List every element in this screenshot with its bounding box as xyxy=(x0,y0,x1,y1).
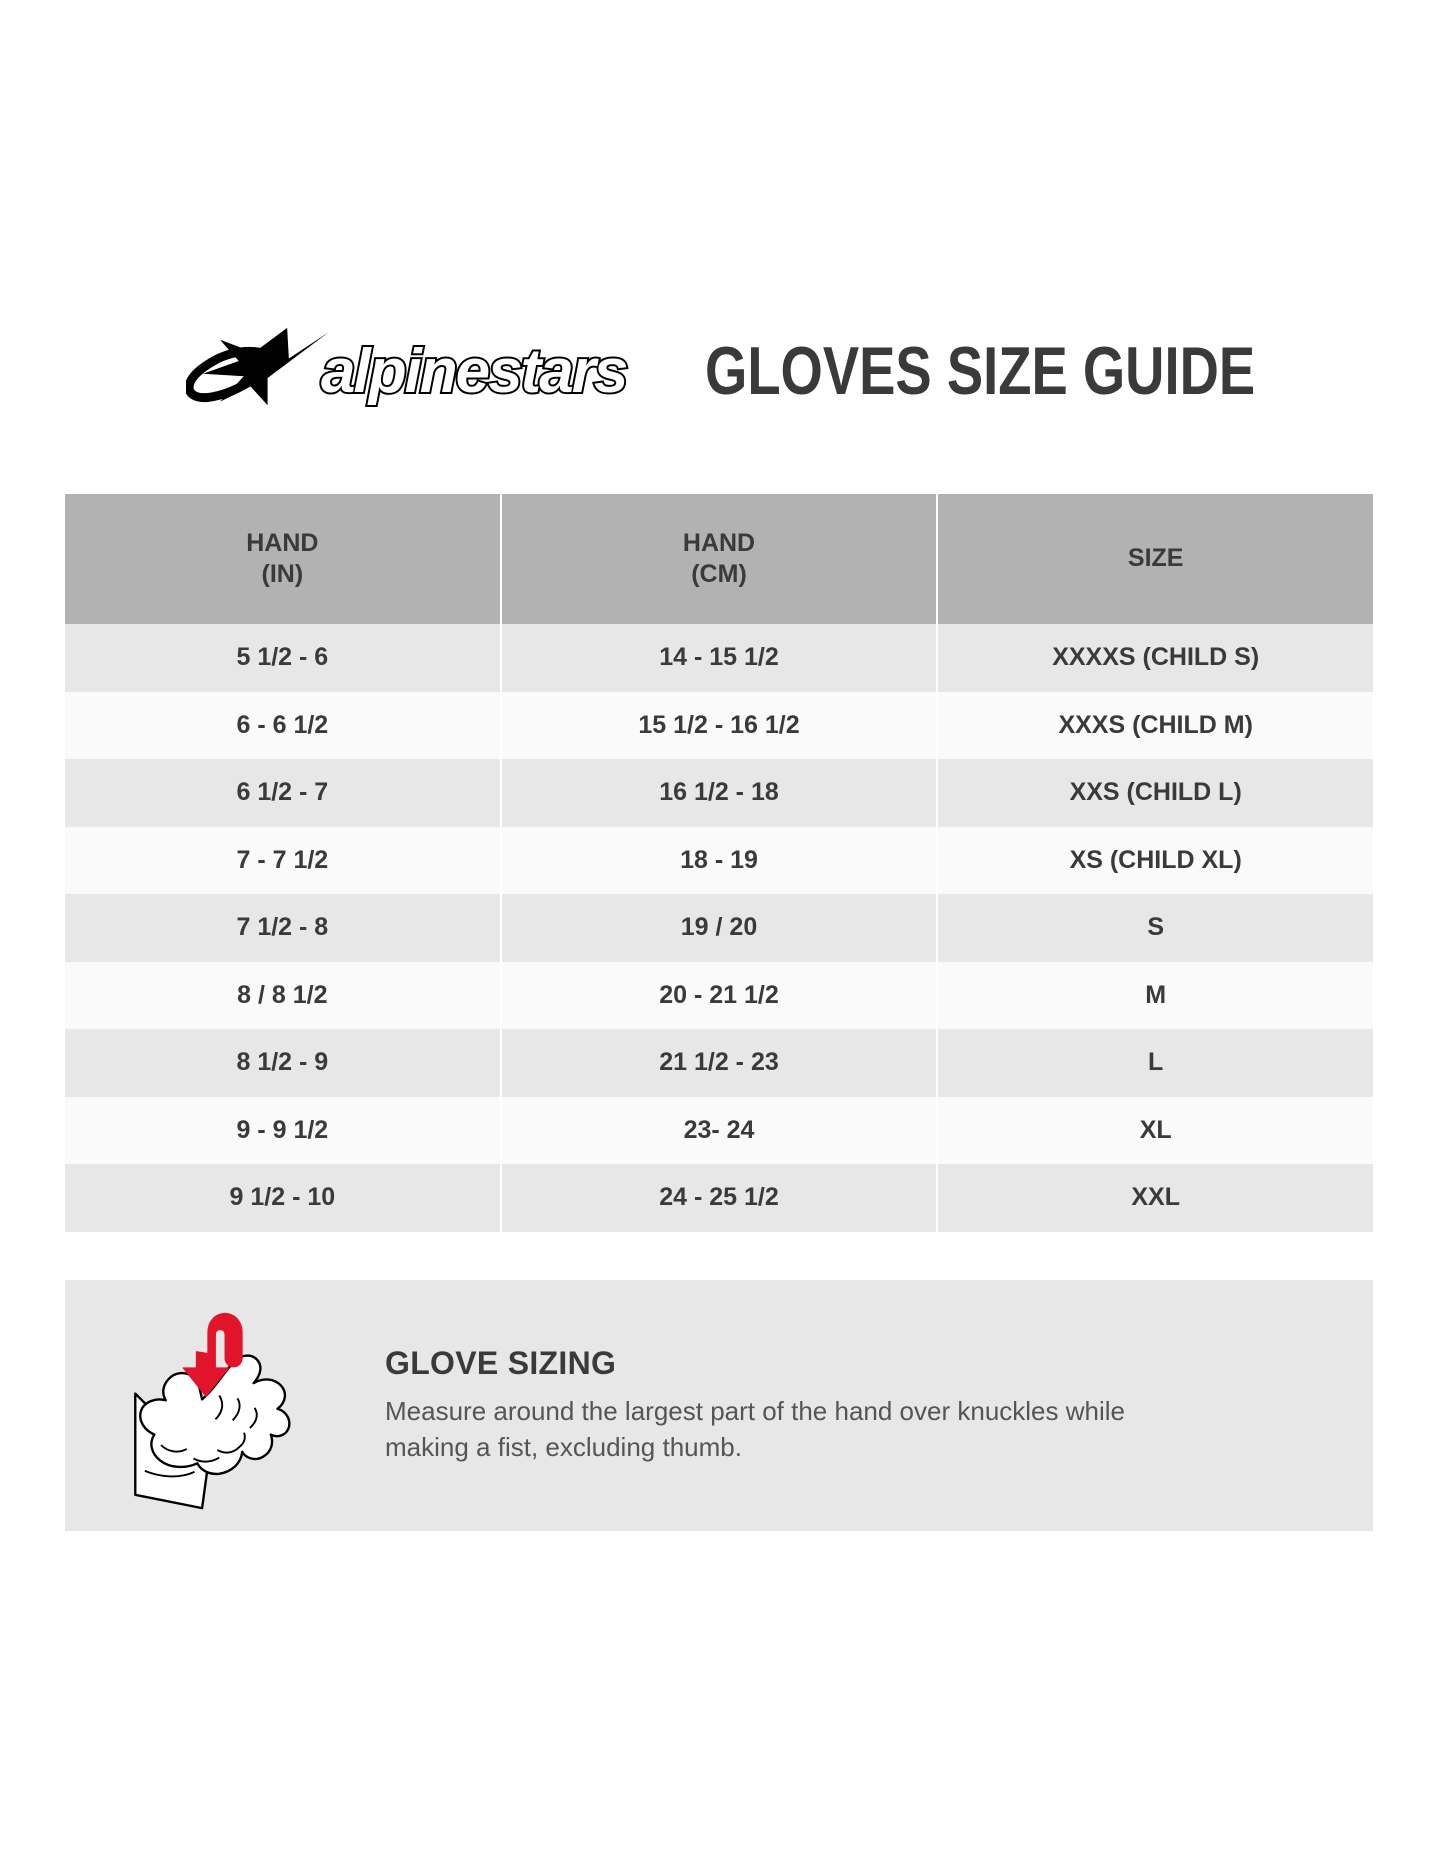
svg-text:alpinestars: alpinestars xyxy=(321,337,627,406)
